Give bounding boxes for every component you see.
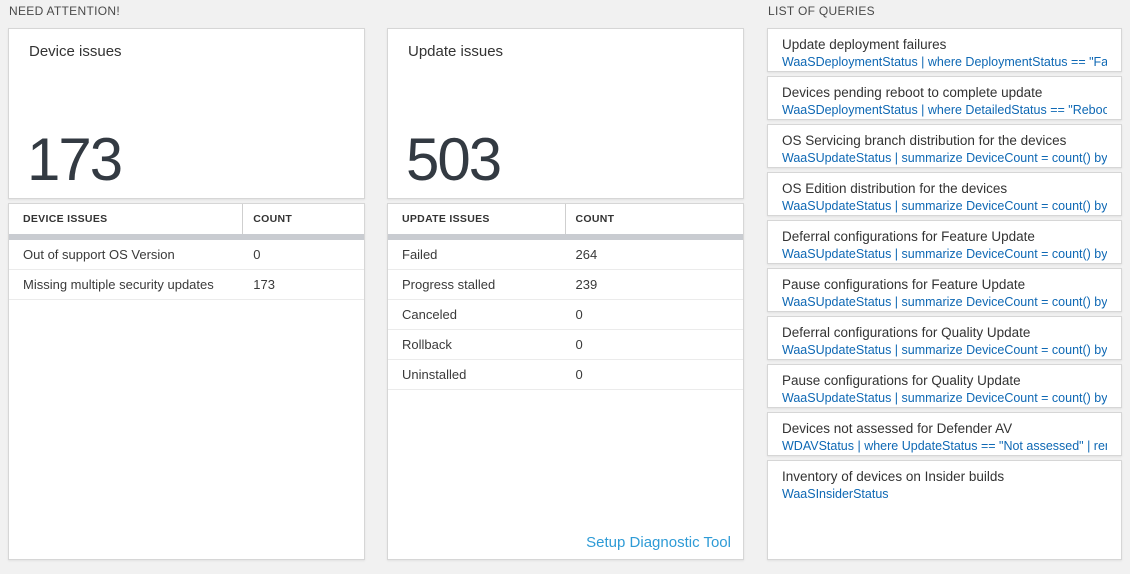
table-row[interactable]: Canceled 0 bbox=[388, 300, 743, 330]
setup-diagnostic-tool-link[interactable]: Setup Diagnostic Tool bbox=[586, 534, 731, 551]
query-title: Devices pending reboot to complete updat… bbox=[782, 85, 1043, 100]
issue-label: Canceled bbox=[402, 307, 457, 322]
update-issues-rows: Failed 264 Progress stalled 239 Canceled… bbox=[388, 240, 743, 390]
device-table-header: DEVICE ISSUES COUNT bbox=[9, 204, 364, 234]
table-row[interactable]: Failed 264 bbox=[388, 240, 743, 270]
issue-label: Uninstalled bbox=[402, 367, 467, 382]
issue-label: Failed bbox=[402, 247, 438, 262]
query-list-item[interactable]: OS Edition distribution for the devices … bbox=[767, 172, 1122, 216]
query-text[interactable]: WaaSDeploymentStatus | where DeploymentS… bbox=[782, 55, 1107, 69]
query-title: OS Servicing branch distribution for the… bbox=[782, 133, 1067, 148]
update-issues-column-header: UPDATE ISSUES bbox=[388, 204, 566, 234]
query-text[interactable]: WaaSUpdateStatus | summarize DeviceCount… bbox=[782, 151, 1107, 165]
query-list-item[interactable]: Update deployment failures WaaSDeploymen… bbox=[767, 28, 1122, 72]
count-column-header: COUNT bbox=[575, 213, 615, 225]
need-attention-header: NEED ATTENTION! bbox=[9, 4, 120, 18]
update-issues-table: UPDATE ISSUES COUNT Failed 264 Progress … bbox=[387, 203, 744, 560]
issue-count: 173 bbox=[253, 277, 275, 292]
issue-label: Missing multiple security updates bbox=[23, 277, 214, 292]
table-row[interactable]: Progress stalled 239 bbox=[388, 270, 743, 300]
update-issues-title: Update issues bbox=[408, 43, 504, 60]
issue-count: 264 bbox=[575, 247, 598, 262]
issue-label: Out of support OS Version bbox=[23, 247, 175, 262]
query-list: Update deployment failures WaaSDeploymen… bbox=[767, 28, 1122, 560]
query-title: Pause configurations for Feature Update bbox=[782, 277, 1026, 292]
query-title: Pause configurations for Quality Update bbox=[782, 373, 1021, 388]
query-list-item[interactable]: Deferral configurations for Feature Upda… bbox=[767, 220, 1122, 264]
header-divider-bar bbox=[388, 234, 743, 240]
table-row[interactable]: Missing multiple security updates 173 bbox=[9, 270, 364, 300]
query-list-item[interactable]: Pause configurations for Quality Update … bbox=[767, 364, 1122, 408]
issue-count: 0 bbox=[575, 337, 583, 352]
device-issues-column: Device issues 173 DEVICE ISSUES COUNT Ou… bbox=[8, 28, 365, 560]
query-title: Update deployment failures bbox=[782, 37, 947, 52]
device-issues-table: DEVICE ISSUES COUNT Out of support OS Ve… bbox=[8, 203, 365, 560]
update-issues-tile[interactable]: Update issues 503 bbox=[387, 28, 744, 199]
update-table-header: UPDATE ISSUES COUNT bbox=[388, 204, 743, 234]
query-list-item[interactable]: Inventory of devices on Insider builds W… bbox=[767, 460, 1122, 560]
query-list-item[interactable]: OS Servicing branch distribution for the… bbox=[767, 124, 1122, 168]
issue-label: Rollback bbox=[402, 337, 452, 352]
query-list-item[interactable]: Pause configurations for Feature Update … bbox=[767, 268, 1122, 312]
query-text[interactable]: WaaSUpdateStatus | summarize DeviceCount… bbox=[782, 343, 1107, 357]
table-row[interactable]: Out of support OS Version 0 bbox=[9, 240, 364, 270]
table-row[interactable]: Rollback 0 bbox=[388, 330, 743, 360]
query-text[interactable]: WaaSInsiderStatus bbox=[782, 487, 889, 501]
query-title: Deferral configurations for Feature Upda… bbox=[782, 229, 1035, 244]
device-issues-column-header: DEVICE ISSUES bbox=[9, 204, 244, 234]
device-issues-tile[interactable]: Device issues 173 bbox=[8, 28, 365, 199]
list-of-queries-header: LIST OF QUERIES bbox=[768, 4, 875, 18]
update-issues-column: Update issues 503 UPDATE ISSUES COUNT Fa… bbox=[387, 28, 744, 560]
count-column-header: COUNT bbox=[253, 213, 293, 225]
query-text[interactable]: WDAVStatus | where UpdateStatus == "Not … bbox=[782, 439, 1107, 453]
update-issues-total: 503 bbox=[406, 126, 502, 193]
query-list-item[interactable]: Deferral configurations for Quality Upda… bbox=[767, 316, 1122, 360]
device-issues-total: 173 bbox=[27, 126, 123, 193]
issue-count: 0 bbox=[253, 247, 261, 262]
query-title: Inventory of devices on Insider builds bbox=[782, 469, 1005, 484]
query-list-item[interactable]: Devices not assessed for Defender AV WDA… bbox=[767, 412, 1122, 456]
query-title: Deferral configurations for Quality Upda… bbox=[782, 325, 1031, 340]
query-title: OS Edition distribution for the devices bbox=[782, 181, 1008, 196]
header-divider-bar bbox=[9, 234, 364, 240]
issue-count: 0 bbox=[575, 307, 583, 322]
query-text[interactable]: WaaSUpdateStatus | summarize DeviceCount… bbox=[782, 295, 1107, 309]
query-title: Devices not assessed for Defender AV bbox=[782, 421, 1013, 436]
issue-count: 0 bbox=[575, 367, 583, 382]
device-issues-rows: Out of support OS Version 0 Missing mult… bbox=[9, 240, 364, 300]
query-text[interactable]: WaaSUpdateStatus | summarize DeviceCount… bbox=[782, 199, 1107, 213]
query-text[interactable]: WaaSUpdateStatus | summarize DeviceCount… bbox=[782, 247, 1107, 261]
query-text[interactable]: WaaSDeploymentStatus | where DetailedSta… bbox=[782, 103, 1107, 117]
device-issues-title: Device issues bbox=[29, 43, 122, 60]
issue-label: Progress stalled bbox=[402, 277, 496, 292]
query-text[interactable]: WaaSUpdateStatus | summarize DeviceCount… bbox=[782, 391, 1107, 405]
query-list-item[interactable]: Devices pending reboot to complete updat… bbox=[767, 76, 1122, 120]
issue-count: 239 bbox=[575, 277, 598, 292]
table-row[interactable]: Uninstalled 0 bbox=[388, 360, 743, 390]
